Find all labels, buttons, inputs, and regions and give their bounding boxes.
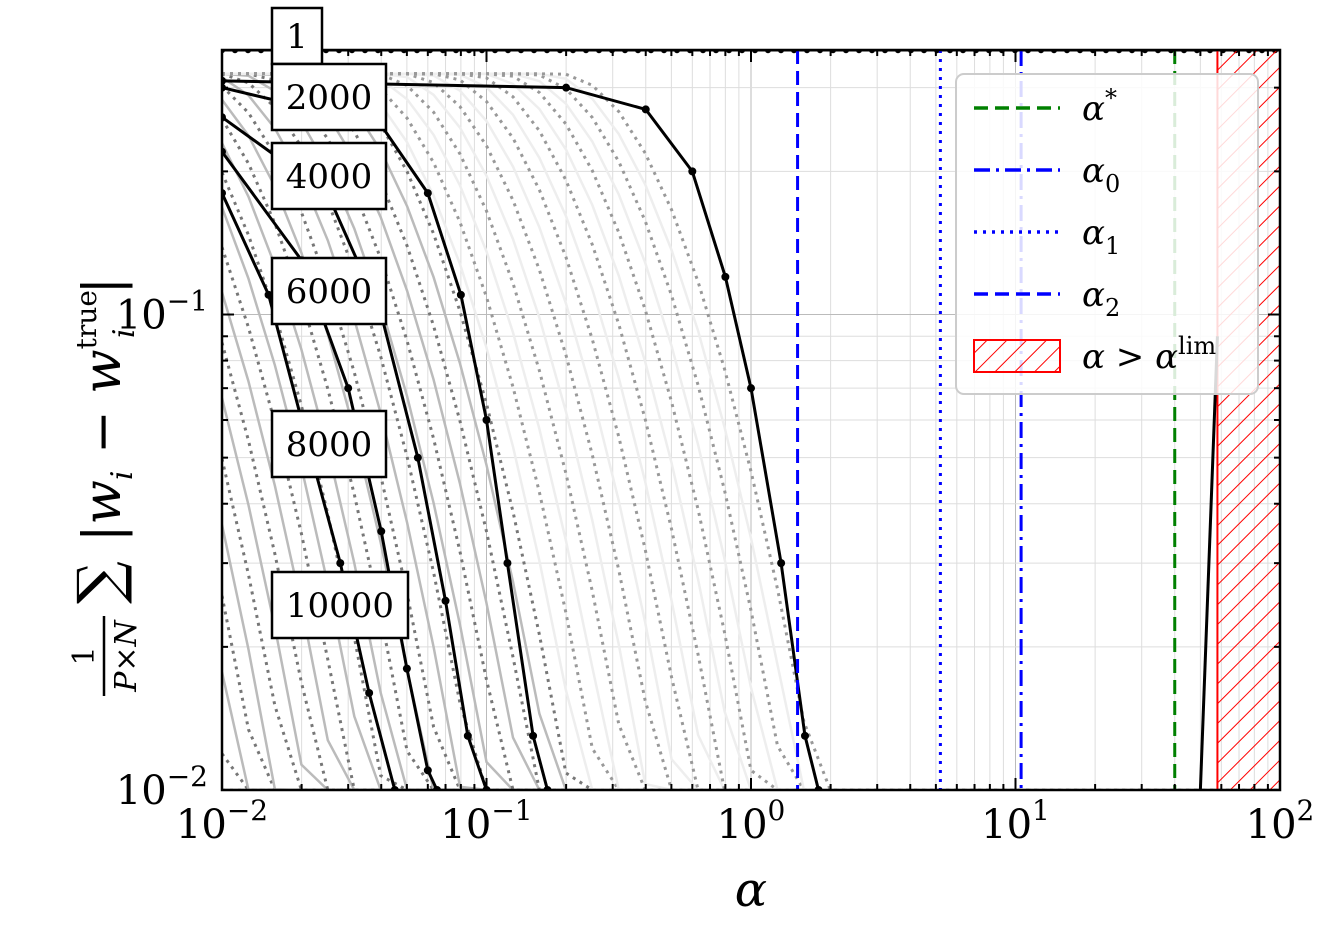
background-curve	[222, 72, 1280, 790]
series-line-4000	[222, 86, 549, 790]
x-tick-label: 100	[717, 794, 786, 848]
annotation-box-4000	[270, 141, 388, 211]
series-point-8000	[344, 384, 353, 393]
series-point-4000	[423, 189, 432, 198]
legend-label: α1	[1082, 213, 1120, 260]
vertical-lines	[796, 50, 1177, 790]
y-axis-label: 1 P×N ∑ |wi − wtrue i|	[65, 277, 144, 696]
annotation-box-1	[270, 6, 324, 66]
x-tick-label: 10−1	[440, 794, 532, 848]
series-point-4000	[456, 290, 465, 299]
series-point-10000	[336, 559, 345, 568]
y-label-num: 1	[67, 646, 102, 665]
series-point-10000	[264, 290, 273, 299]
y-label-body: ∑ |wi − wtrue i|	[65, 277, 142, 604]
background-curve	[222, 142, 1280, 790]
series-point-4000	[503, 559, 512, 568]
x-tick-label: 101	[981, 794, 1050, 848]
background-curve	[222, 72, 1280, 790]
series-point-4000	[529, 731, 538, 740]
background-curve	[222, 72, 1280, 790]
legend-label: α0	[1082, 151, 1120, 198]
legend-label: α*	[1082, 84, 1117, 129]
background-curve	[222, 72, 1280, 790]
axis-labels: α 1 P×N ∑ |wi − wtrue i|	[65, 277, 767, 918]
ticks: 10−2 10−1 100 101 102 10−2 10−1	[116, 50, 1315, 848]
legend-box	[955, 73, 1259, 395]
series-point-2000	[688, 167, 697, 176]
annotation-box-10000	[270, 570, 410, 640]
series-point-6000	[463, 731, 472, 740]
series-line-10000	[222, 192, 397, 790]
annotation-box-6000	[270, 256, 388, 326]
legend: α* α0 α1 α2 α > αlim	[955, 73, 1259, 395]
legend-label: α2	[1082, 275, 1120, 322]
series-point-8000	[423, 766, 432, 775]
annotation-box-2000	[270, 62, 388, 132]
annotation-box-8000	[270, 409, 388, 479]
annotation-label-2000: 2000	[286, 78, 373, 118]
y-tick-label: 10−1	[116, 285, 208, 339]
series-point-8000	[402, 664, 411, 673]
series-point-10000	[365, 688, 374, 697]
legend-swatch	[973, 339, 1061, 373]
legend-label: α > αlim	[1082, 332, 1216, 377]
series-point-6000	[441, 596, 450, 605]
background-curve	[222, 72, 1280, 790]
curve-annotations: 1 2000 4000 6000 8000 10000	[270, 6, 410, 640]
background-curve	[222, 72, 1280, 790]
annotation-label-4000: 4000	[286, 157, 373, 197]
series-point-2000	[721, 272, 730, 281]
series-point-8000	[377, 527, 386, 536]
series-point-2000	[777, 559, 786, 568]
annotation-label-1: 1	[286, 17, 308, 57]
x-tick-label: 102	[1246, 794, 1315, 848]
series-point-4000	[482, 416, 491, 424]
background-curve	[222, 72, 1280, 790]
series-point-6000	[413, 453, 422, 462]
background-curve	[222, 72, 1280, 790]
series-point-2000	[562, 83, 571, 92]
background-curve	[222, 84, 1280, 790]
x-axis-label: α	[735, 862, 767, 918]
annotation-label-10000: 10000	[286, 586, 394, 626]
series-point-2000	[641, 105, 650, 114]
series-point-2000	[747, 384, 755, 393]
background-curve	[222, 72, 1280, 790]
x-tick-label: 10−2	[176, 794, 268, 848]
annotation-label-6000: 6000	[286, 272, 373, 312]
annotation-label-8000: 8000	[286, 425, 373, 465]
series-point-2000	[800, 731, 809, 740]
background-curve	[222, 72, 1280, 790]
background-curve	[222, 76, 1280, 790]
region-edge-curve	[1198, 336, 1219, 791]
y-label-den: P×N	[109, 618, 144, 692]
y-tick-label: 10−2	[116, 760, 208, 814]
